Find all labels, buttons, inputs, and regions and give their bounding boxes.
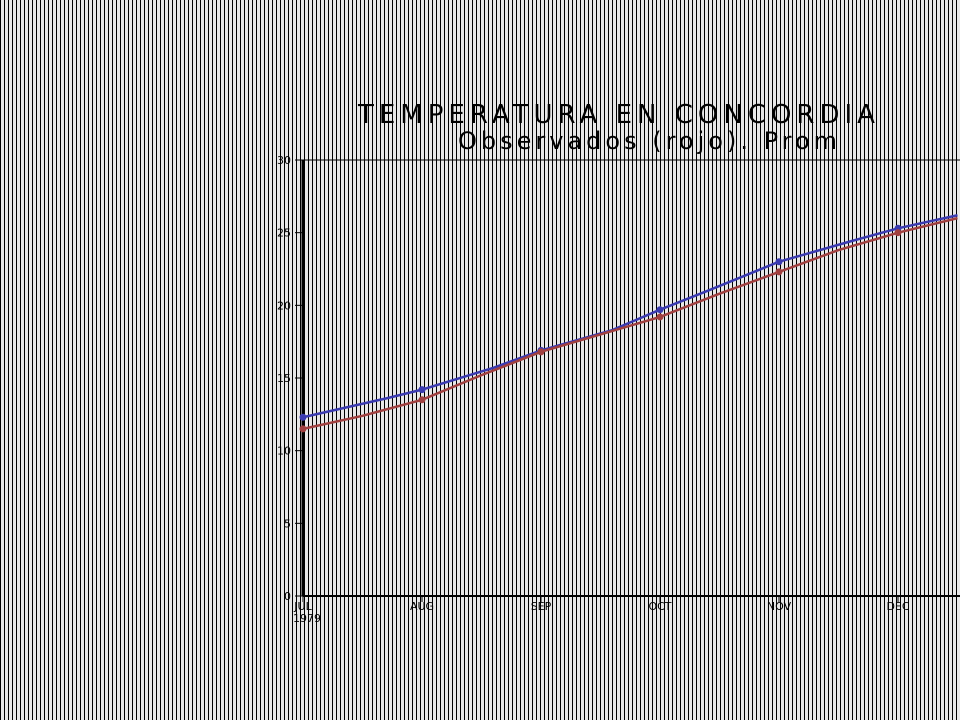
data-point: [775, 258, 783, 266]
chart-subtitle: Observados (rojo). Prom: [458, 127, 842, 155]
x-tick-label: SEP: [531, 600, 552, 613]
y-tick-label: 0: [284, 590, 291, 603]
data-point: [656, 313, 664, 321]
x-tick-label: NOV: [767, 600, 792, 613]
x-tick-label: OCT: [648, 600, 671, 613]
x-year-label: 1979: [293, 612, 321, 625]
y-tick-label: 15: [277, 372, 291, 385]
data-point: [775, 268, 783, 276]
series-line: [302, 216, 958, 431]
series-line: [302, 214, 958, 419]
data-point: [656, 306, 664, 314]
chart-title: TEMPERATURA EN CONCORDIA: [358, 100, 880, 130]
y-tick-label: 5: [284, 517, 291, 530]
y-tick-label: 25: [277, 227, 291, 240]
data-point: [299, 425, 307, 433]
data-point: [418, 396, 426, 404]
data-point: [299, 413, 307, 421]
y-tick-label: 30: [277, 154, 291, 167]
y-tick-label: 20: [277, 299, 291, 312]
x-tick-label: JUL: [293, 600, 312, 613]
data-point: [894, 229, 902, 237]
data-point: [537, 348, 545, 356]
data-point: [418, 386, 426, 394]
y-tick-label: 10: [277, 445, 291, 458]
x-tick-label: AUG: [410, 600, 434, 613]
x-tick-label: DEC: [886, 600, 909, 613]
